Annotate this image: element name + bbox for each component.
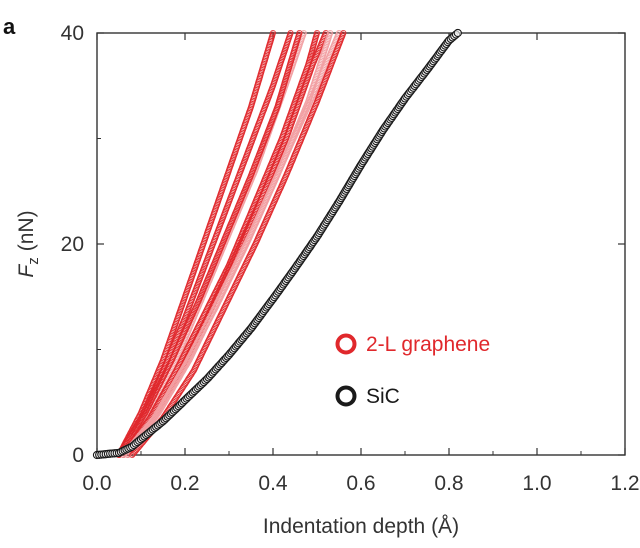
graphene-point xyxy=(313,29,321,37)
y-axis-subscript: z xyxy=(25,257,42,265)
sic-point xyxy=(453,28,462,38)
legend-marker xyxy=(335,333,357,355)
y-tick-label: 40 xyxy=(61,22,84,45)
y-axis-title: Fz (nN) xyxy=(15,210,42,277)
graphene-curve xyxy=(120,29,334,459)
series-sic xyxy=(92,28,462,460)
y-tick-label: 0 xyxy=(72,444,84,467)
graphene-point xyxy=(269,29,277,37)
x-tick-label: 0.8 xyxy=(434,472,463,495)
y-tick-label: 20 xyxy=(61,233,84,256)
graphene-curve xyxy=(115,29,303,459)
x-tick-label: 0.4 xyxy=(258,472,288,495)
graphene-point xyxy=(327,29,334,37)
series-graphene xyxy=(115,29,347,459)
panel-label: a xyxy=(3,14,16,39)
legend: 2-L graphene SiC xyxy=(335,333,490,408)
x-tick-label: 0.2 xyxy=(170,472,199,495)
x-tick-label: 1.2 xyxy=(610,472,639,495)
plot-frame xyxy=(96,32,626,456)
graphene-point xyxy=(296,29,303,37)
legend-label: SiC xyxy=(366,385,400,408)
y-axis-symbol: F xyxy=(15,264,38,278)
graphene-point xyxy=(322,29,329,37)
x-axis-title: Indentation depth (Å) xyxy=(263,515,459,538)
x-tick-label: 1.0 xyxy=(522,472,551,495)
x-tick-label: 0.6 xyxy=(346,472,375,495)
graphene-point xyxy=(287,29,294,37)
legend-marker xyxy=(335,385,357,407)
graphene-point xyxy=(340,29,347,37)
series-layer xyxy=(92,28,462,460)
graphene-point xyxy=(335,29,343,37)
graphene-curve xyxy=(129,29,347,459)
labels-layer: 0.0 0.2 0.4 0.6 0.8 1.0 1.2 0 20 40 Indentation de… xyxy=(3,14,640,538)
x-tick-label: 0.0 xyxy=(82,472,111,495)
y-axis-unit: (nN) xyxy=(15,210,38,251)
legend-label: 2-L graphene xyxy=(366,333,490,356)
axes-layer xyxy=(96,32,626,456)
